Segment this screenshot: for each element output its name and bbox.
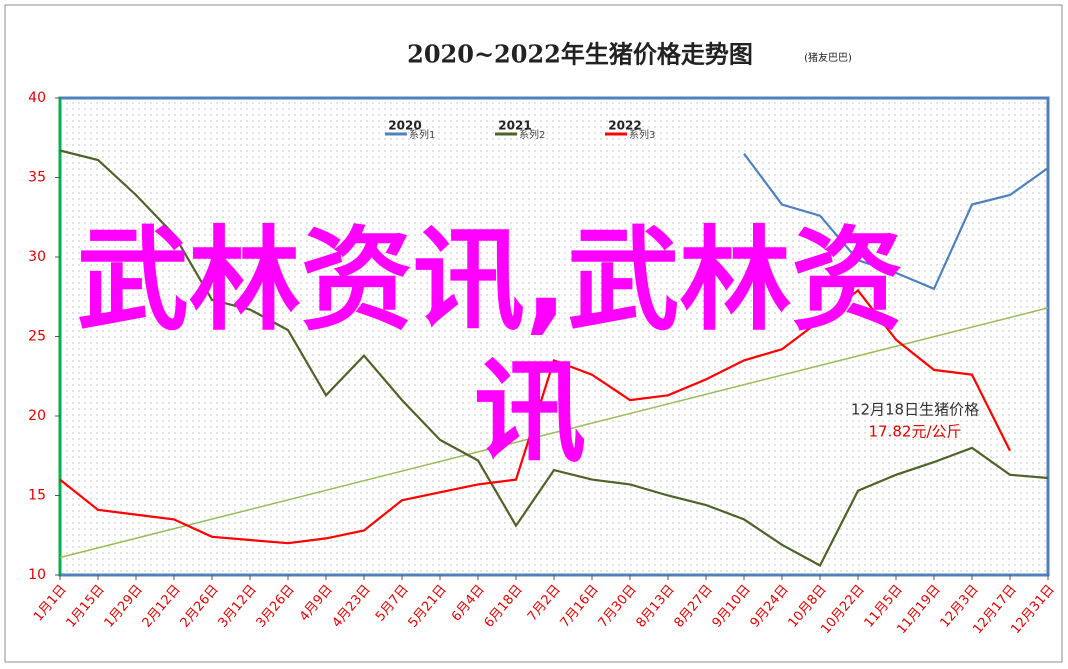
y-tick-label: 15 — [28, 488, 46, 504]
annotation-title: 12月18日生猪价格 — [851, 401, 979, 419]
legend-label: 系列2 — [519, 128, 545, 141]
watermark: 讯 — [474, 348, 586, 478]
chart-title: 2020~2022年生猪价格走势图 — [407, 40, 753, 69]
y-tick-label: 10 — [28, 567, 46, 583]
legend-label: 系列3 — [629, 128, 655, 141]
legend-name: 2021 — [498, 119, 531, 133]
watermark: 武林资讯,武林资 — [77, 216, 904, 346]
chart-subtitle: (猪友巴巴) — [804, 51, 852, 64]
y-tick-label: 20 — [28, 408, 46, 424]
legend-name: 2022 — [608, 119, 641, 133]
y-tick-label: 35 — [28, 170, 46, 186]
y-tick-label: 25 — [28, 329, 46, 345]
series-line — [59, 288, 1011, 545]
annotation-value: 17.82元/公斤 — [869, 423, 962, 441]
series-line — [59, 149, 1049, 568]
series-line — [743, 153, 1049, 291]
legend-label: 系列1 — [409, 128, 435, 141]
legend-name: 2020 — [388, 119, 421, 133]
y-tick-label: 40 — [28, 90, 46, 106]
y-tick-label: 30 — [28, 249, 46, 265]
plot-area — [58, 96, 1050, 577]
trend-line — [59, 307, 1049, 559]
